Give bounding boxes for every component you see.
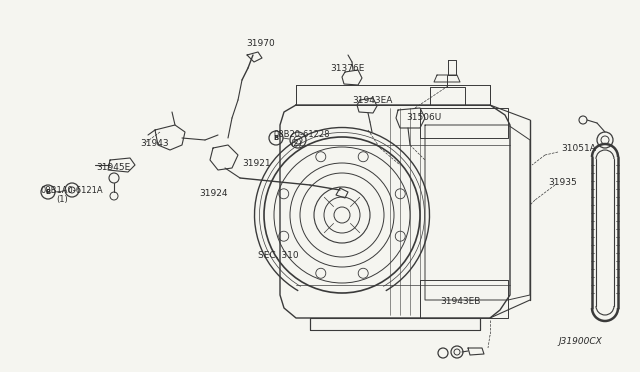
Text: SEC. 310: SEC. 310 bbox=[258, 251, 299, 260]
Text: 31924: 31924 bbox=[199, 189, 227, 198]
Text: 31943: 31943 bbox=[140, 138, 168, 148]
Text: 31921: 31921 bbox=[242, 158, 271, 167]
Text: J31900CX: J31900CX bbox=[558, 337, 602, 346]
Text: 08B1A0-6121A: 08B1A0-6121A bbox=[40, 186, 102, 195]
Text: B: B bbox=[273, 135, 278, 141]
Text: 08B20-61228: 08B20-61228 bbox=[274, 129, 330, 138]
Text: 31943EA: 31943EA bbox=[352, 96, 392, 105]
Text: (1): (1) bbox=[56, 195, 68, 203]
Text: B: B bbox=[45, 189, 51, 195]
Text: 31943EB: 31943EB bbox=[440, 298, 481, 307]
Text: 31935: 31935 bbox=[548, 177, 577, 186]
Text: 31051A: 31051A bbox=[561, 144, 596, 153]
Text: 31376E: 31376E bbox=[330, 64, 364, 73]
Text: 31970: 31970 bbox=[246, 38, 275, 48]
Text: 31506U: 31506U bbox=[406, 112, 441, 122]
Text: (2): (2) bbox=[290, 138, 301, 148]
Text: 31945E: 31945E bbox=[96, 163, 131, 171]
